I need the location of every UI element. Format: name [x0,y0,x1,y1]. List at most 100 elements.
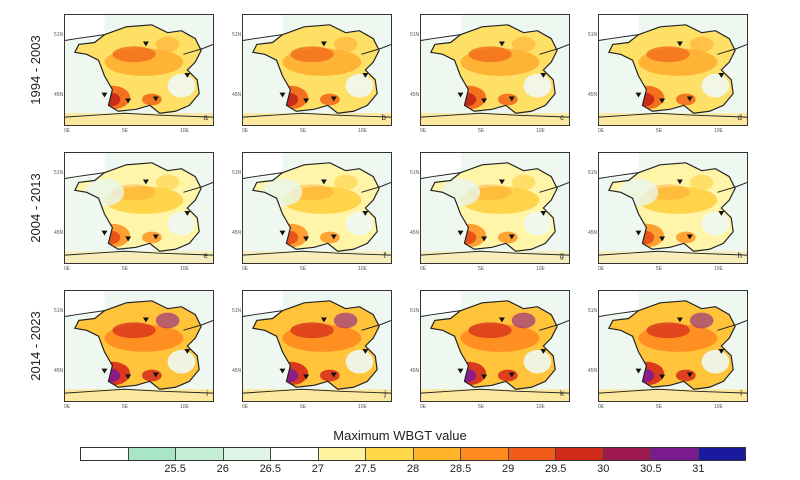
panel-letter: h [737,251,742,260]
colorbar-segment [651,448,699,460]
map-panel: c [420,14,570,126]
lon-tick-label: 5E [122,128,129,134]
lon-tick-label: 0E [64,128,71,134]
map-panel: k [420,290,570,402]
map-panel: g [420,152,570,264]
lon-tick-label: 5E [478,128,485,134]
lon-tick-label: 10E [714,266,723,272]
panel-letter: l [740,389,742,398]
lat-tick-label: 51N [232,170,242,176]
map-panel: b [242,14,392,126]
lat-tick-label: 45N [54,92,64,98]
lon-tick-label: 10E [180,266,189,272]
colorbar-segment [603,448,651,460]
panel-letter: f [383,251,386,260]
lon-tick-label: 5E [122,266,129,272]
colorbar-tick-label: 30.5 [640,463,662,475]
lon-tick-label: 0E [420,128,427,134]
lat-tick-label: 51N [54,308,64,314]
colorbar [80,447,746,461]
lat-tick-label: 51N [588,170,598,176]
lon-tick-label: 5E [300,128,307,134]
lat-tick-label: 51N [410,308,420,314]
lon-tick-label: 10E [180,404,189,410]
panel-letter: j [384,389,386,398]
lon-tick-label: 10E [180,128,189,134]
colorbar-segment [81,448,129,460]
colorbar-tick-label: 29.5 [544,463,567,475]
lon-tick-label: 10E [714,404,723,410]
colorbar-segment [366,448,414,460]
lon-tick-label: 5E [656,266,663,272]
panel-letter: a [203,113,208,122]
lon-tick-label: 10E [536,404,545,410]
lat-tick-label: 45N [232,230,242,236]
map-panel: d [598,14,748,126]
lat-tick-label: 51N [410,170,420,176]
colorbar-segment [271,448,319,460]
lat-tick-label: 45N [588,92,598,98]
lon-tick-label: 0E [598,128,605,134]
lat-tick-label: 45N [54,230,64,236]
map-panel: j [242,290,392,402]
lon-tick-label: 5E [122,404,129,410]
lon-tick-label: 10E [358,404,367,410]
map-panel: h [598,152,748,264]
colorbar-tick-label: 31 [692,463,705,475]
colorbar-title: Maximum WBGT value [333,428,467,443]
colorbar-tick-label: 28 [406,463,420,475]
colorbar-tick-label: 26 [216,463,229,475]
lat-tick-label: 45N [588,368,598,374]
lat-tick-label: 45N [232,92,242,98]
lat-tick-label: 45N [54,368,64,374]
row-label-period: 2004 - 2013 [28,173,43,243]
colorbar-tick-label: 25.5 [164,463,186,475]
colorbar-tick-label: 26.5 [259,463,281,475]
map-panel: i [64,290,214,402]
lon-tick-label: 5E [300,266,307,272]
colorbar-tick-label: 29 [502,463,515,475]
panel-letter: d [737,113,742,122]
colorbar-segment [461,448,509,460]
lat-tick-label: 51N [54,32,64,38]
lon-tick-label: 5E [656,404,663,410]
colorbar-tick-label: 28.5 [449,463,472,475]
lat-tick-label: 51N [410,32,420,38]
colorbar-segment [128,448,176,460]
lon-tick-label: 0E [242,266,249,272]
colorbar-tick-label: 27 [311,463,324,475]
lon-tick-label: 0E [242,404,249,410]
lat-tick-label: 45N [232,368,242,374]
colorbar-segment [413,448,461,460]
lon-tick-label: 5E [478,404,485,410]
colorbar-segment [176,448,224,460]
lat-tick-label: 45N [410,230,420,236]
lon-tick-label: 10E [358,128,367,134]
lon-tick-label: 5E [478,266,485,272]
panel-letter: k [560,389,564,398]
lon-tick-label: 0E [64,404,71,410]
row-label-period: 2014 - 2023 [28,311,43,381]
colorbar-tick-label: 27.5 [354,463,377,475]
lon-tick-label: 0E [242,128,249,134]
panel-letter: g [559,251,564,260]
lat-tick-label: 45N [588,230,598,236]
lon-tick-label: 0E [598,404,605,410]
lon-tick-label: 0E [64,266,71,272]
lon-tick-label: 0E [420,266,427,272]
row-label-period: 1994 - 2003 [28,35,43,105]
colorbar-segment [318,448,366,460]
lon-tick-label: 5E [656,128,663,134]
panel-letter: i [206,389,208,398]
lon-tick-label: 5E [300,404,307,410]
lat-tick-label: 51N [232,308,242,314]
lon-tick-label: 0E [598,266,605,272]
lon-tick-label: 10E [536,128,545,134]
map-panel: a [64,14,214,126]
lon-tick-label: 10E [536,266,545,272]
map-panel: l [598,290,748,402]
lat-tick-label: 51N [588,32,598,38]
lat-tick-label: 45N [410,92,420,98]
colorbar-segment [698,448,745,460]
